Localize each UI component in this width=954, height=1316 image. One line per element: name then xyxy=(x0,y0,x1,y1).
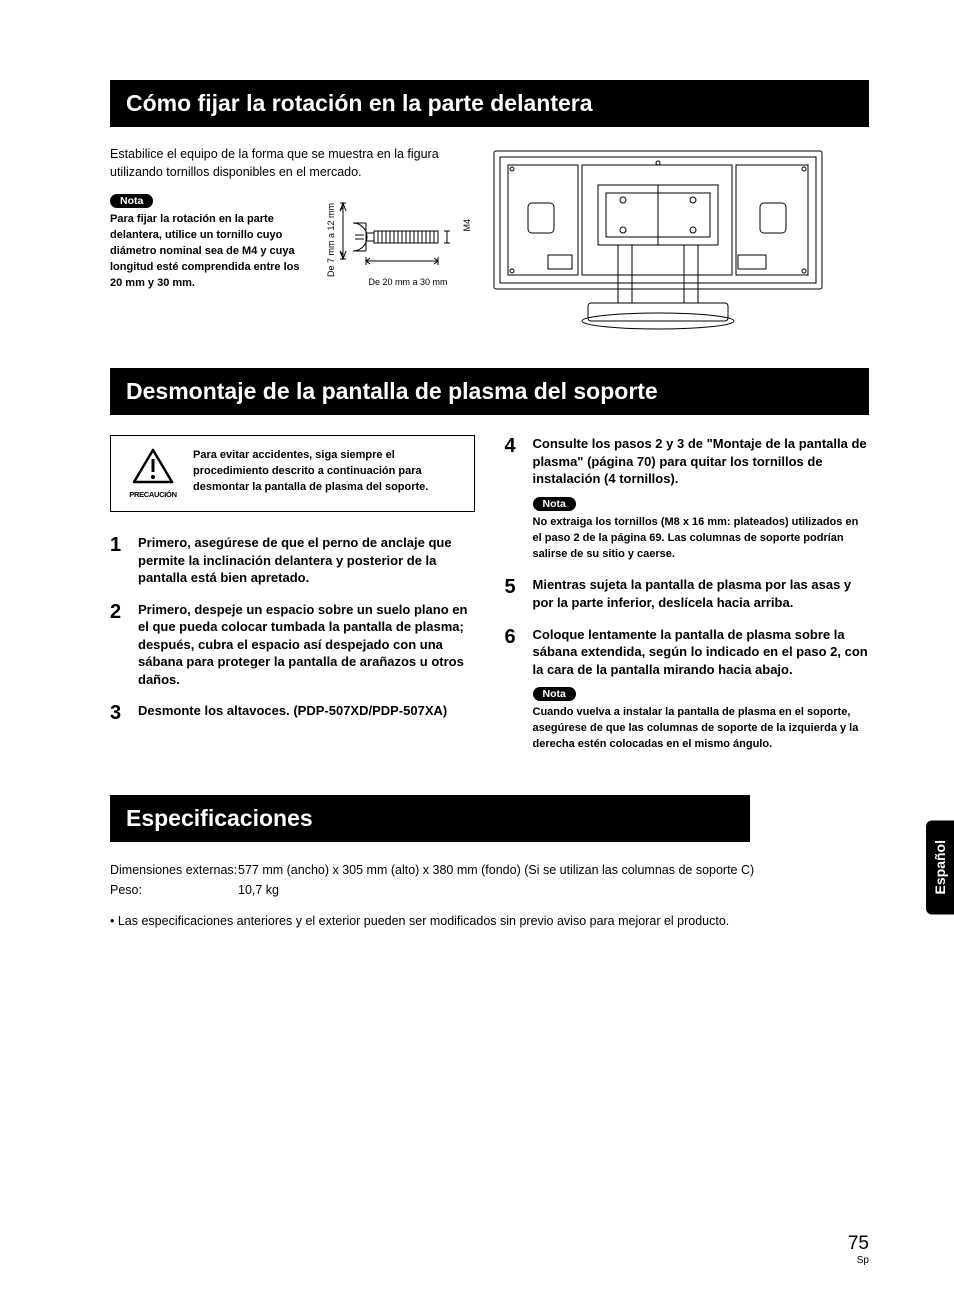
step-num: 5 xyxy=(505,576,523,611)
nota-text-3: Cuando vuelva a instalar la pantalla de … xyxy=(533,705,870,753)
section-1-intro: Estabilice el equipo de la forma que se … xyxy=(110,145,468,181)
section-1-header: Cómo fijar la rotación en la parte delan… xyxy=(110,80,869,127)
caution-label: PRECAUCIÓN xyxy=(125,490,181,499)
step-num: 3 xyxy=(110,702,128,724)
spec-note: • Las especificaciones anteriores y el e… xyxy=(110,914,869,928)
step-text: Primero, asegúrese de que el perno de an… xyxy=(138,534,475,587)
warning-icon xyxy=(132,448,174,484)
screw-svg xyxy=(328,199,458,289)
step-num: 6 xyxy=(505,626,523,753)
step-num: 2 xyxy=(110,601,128,689)
nota-badge-1: Nota xyxy=(110,194,153,208)
step-text: Coloque lentamente la pantalla de plasma… xyxy=(533,626,870,679)
step-text: Consulte los pasos 2 y 3 de "Montaje de … xyxy=(533,435,870,488)
step-num: 1 xyxy=(110,534,128,587)
section-2-header: Desmontaje de la pantalla de plasma del … xyxy=(110,368,869,415)
step-6: 6 Coloque lentamente la pantalla de plas… xyxy=(505,626,870,753)
spec-label: Dimensiones externas: xyxy=(110,860,238,880)
step-num: 4 xyxy=(505,435,523,562)
screw-height-label: De 7 mm a 12 mm xyxy=(326,203,336,277)
screw-length-label: De 20 mm a 30 mm xyxy=(348,277,468,287)
step-1: 1 Primero, asegúrese de que el perno de … xyxy=(110,534,475,587)
nota-badge-2: Nota xyxy=(533,497,576,511)
page-number-value: 75 xyxy=(848,1233,869,1254)
step-4: 4 Consulte los pasos 2 y 3 de "Montaje d… xyxy=(505,435,870,562)
step-text: Mientras sujeta la pantalla de plasma po… xyxy=(533,576,870,611)
screw-thread-label: M4 xyxy=(462,219,472,232)
spec-value: 577 mm (ancho) x 305 mm (alto) x 380 mm … xyxy=(238,860,754,880)
spec-label: Peso: xyxy=(110,880,238,900)
section-3-header: Especificaciones xyxy=(110,795,750,842)
language-tab: Español xyxy=(926,820,954,914)
nota-text-1: Para fijar la rotación en la parte delan… xyxy=(110,212,310,292)
nota-text-2: No extraiga los tornillos (M8 x 16 mm: p… xyxy=(533,515,870,563)
screw-diagram: De 7 mm a 12 mm M4 xyxy=(328,199,468,287)
step-text: Primero, despeje un espacio sobre un sue… xyxy=(138,601,475,689)
page-number: 75 Sp xyxy=(848,1233,869,1266)
nota-badge-3: Nota xyxy=(533,687,576,701)
caution-box: PRECAUCIÓN Para evitar accidentes, siga … xyxy=(110,435,475,512)
tv-rear-diagram xyxy=(488,145,828,335)
page-number-lang: Sp xyxy=(848,1255,869,1266)
step-5: 5 Mientras sujeta la pantalla de plasma … xyxy=(505,576,870,611)
step-3: 3 Desmonte los altavoces. (PDP-507XD/PDP… xyxy=(110,702,475,724)
caution-text: Para evitar accidentes, siga siempre el … xyxy=(193,448,460,496)
step-text: Desmonte los altavoces. (PDP-507XD/PDP-5… xyxy=(138,702,475,720)
spec-row-dimensions: Dimensiones externas: 577 mm (ancho) x 3… xyxy=(110,860,869,880)
step-2: 2 Primero, despeje un espacio sobre un s… xyxy=(110,601,475,689)
spec-row-weight: Peso: 10,7 kg xyxy=(110,880,869,900)
spec-value: 10,7 kg xyxy=(238,880,279,900)
